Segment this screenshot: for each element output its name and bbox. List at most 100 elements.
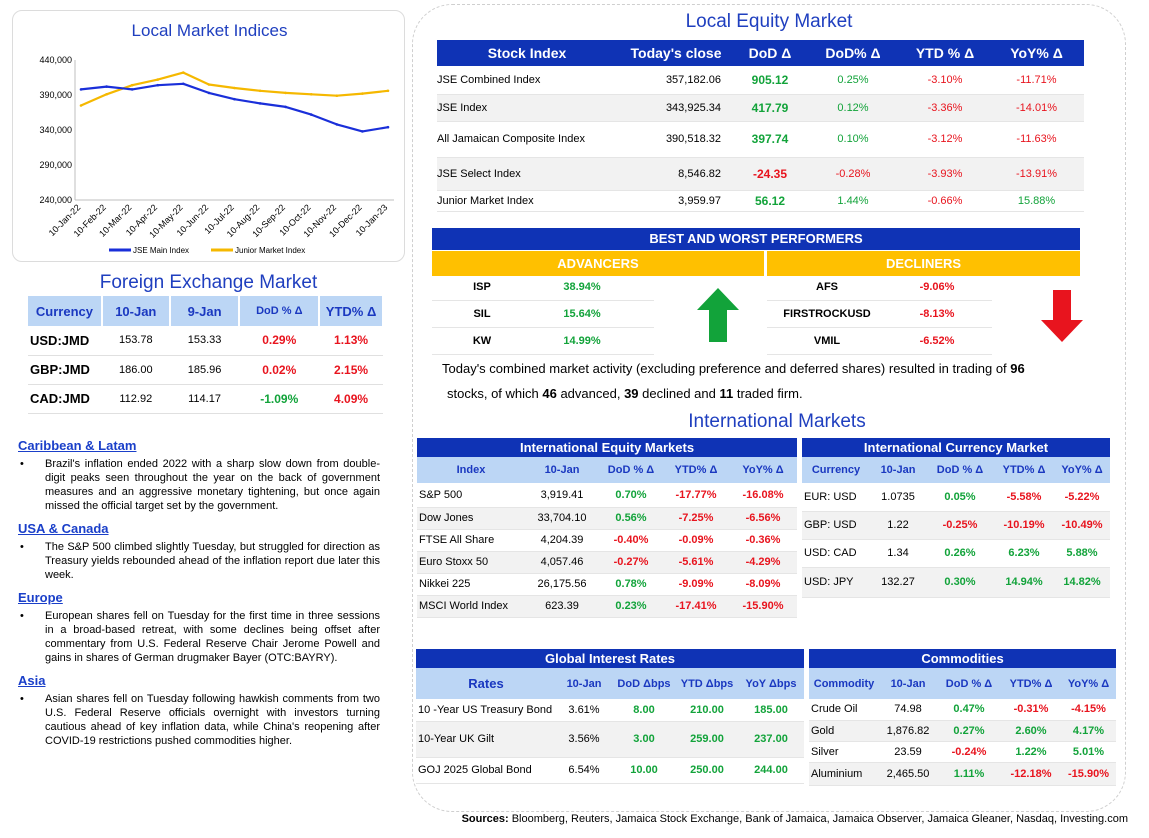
- chart-y-tick-label: 240,000: [39, 195, 72, 205]
- commodities-table: Commodities Commodity 10-Jan DoD % Δ YTD…: [809, 649, 1116, 786]
- summary-advanced-count: 46: [542, 386, 557, 401]
- equity-dod: 905.12: [735, 66, 805, 95]
- news-bullet: • Brazil's inflation ended 2022 with a sh…: [18, 457, 380, 513]
- advancer-row: SIL 15.64%: [432, 301, 654, 328]
- jse-main-point: [105, 85, 108, 88]
- legend-junior-label: Junior Market Index: [235, 246, 305, 255]
- equity-ytd: -3.12%: [901, 121, 989, 158]
- intl-equity-header: YoY% Δ: [742, 464, 784, 476]
- equity-row: Junior Market Index 3,959.97 56.12 1.44% -0.…: [437, 190, 1084, 212]
- commodities-dod: 0.27%: [953, 724, 985, 737]
- equity-row: Euro Stoxx 50 4,057.46 -0.27% -5.61% -4.29%: [417, 551, 797, 573]
- jse-main-index-line: [80, 82, 389, 133]
- advancers-header: ADVANCERS: [432, 251, 764, 276]
- up-arrow-icon: [697, 288, 739, 342]
- currency-value: 1.0735: [881, 490, 915, 503]
- commodities-header: 10-Jan: [890, 677, 926, 690]
- intl-equity-header: 10-Jan: [544, 464, 580, 476]
- intl-equity-header: YTD% Δ: [674, 464, 718, 476]
- chart-y-tick-label: 390,000: [39, 90, 72, 100]
- currency-value: 1.22: [887, 519, 909, 531]
- intl-currency-header: 10-Jan: [880, 464, 916, 476]
- currency-value: 132.27: [881, 576, 915, 588]
- junior-point: [130, 83, 134, 87]
- equity-value: 33,704.10: [537, 512, 587, 524]
- equity-ytd: -7.25%: [678, 512, 714, 524]
- jse-main-point: [284, 105, 287, 109]
- fx-title: Foreign Exchange Market: [99, 272, 318, 293]
- equity-yoy: -4.29%: [745, 556, 781, 568]
- commodities-ytd: -12.18%: [1010, 767, 1052, 780]
- equity-dod-pct: -0.28%: [805, 157, 901, 191]
- fx-header: 10-Jan: [101, 296, 171, 326]
- currency-ytd: -10.19%: [1003, 519, 1045, 531]
- fx-ytd: 4.09%: [319, 384, 383, 414]
- currency-name: EUR: USD: [804, 490, 857, 503]
- market-indices-chart-panel: Local Market Indices 440,000 390,000 340,0…: [12, 10, 405, 262]
- rates-dod: 8.00: [633, 703, 655, 716]
- rates-value: 3.56%: [568, 733, 600, 745]
- commodities-name: Silver: [811, 745, 839, 758]
- fx-header: YTD% Δ: [319, 296, 384, 326]
- commodities-yoy: -15.90%: [1068, 767, 1109, 780]
- jse-main-point: [335, 123, 339, 126]
- equity-dod: 56.12: [735, 190, 805, 212]
- intl-title: International Markets: [688, 411, 866, 432]
- currency-ytd: 14.94%: [1005, 576, 1043, 588]
- news-item: Asia • Asian shares fell on Tuesday follow…: [18, 673, 380, 748]
- equity-yoy: -6.56%: [745, 512, 781, 524]
- decliner-symbol: FIRSTROCKUSD: [783, 308, 871, 320]
- currency-yoy: -10.49%: [1061, 519, 1103, 531]
- equity-row: JSE Combined Index 357,182.06 905.12 0.25% -…: [437, 66, 1084, 95]
- equity-row: Dow Jones 33,704.10 0.56% -7.25% -6.56%: [417, 507, 797, 529]
- fx-header: Currency: [28, 296, 103, 326]
- equity-name: Euro Stoxx 50: [419, 556, 489, 568]
- jse-main-point: [130, 88, 134, 91]
- rates-header: DoD Δbps: [617, 677, 671, 690]
- commodities-header: YTD% Δ: [1009, 677, 1053, 690]
- market-summary: Today's combined market activity (exclud…: [442, 356, 1082, 406]
- equity-name: FTSE All Share: [419, 534, 495, 546]
- advancer-symbol: KW: [472, 335, 492, 347]
- news-heading: Europe: [18, 590, 63, 605]
- equity-index-name: JSE Index: [437, 94, 617, 122]
- currency-value: 1.34: [887, 547, 909, 559]
- equity-yoy: -0.36%: [745, 534, 781, 546]
- equity-ytd: -3.10%: [901, 66, 989, 95]
- rates-table: Global Interest Rates Rates 10-Jan DoD Δ…: [416, 649, 804, 784]
- equity-row: MSCI World Index 623.39 0.23% -17.41% -15.90…: [417, 595, 797, 617]
- equity-index-name: Junior Market Index: [437, 190, 617, 212]
- rates-name: 10 -Year US Treasury Bond: [418, 703, 553, 716]
- jse-main-point: [182, 82, 185, 86]
- news-bullet: • The S&P 500 climbed slightly Tuesday, b…: [18, 540, 380, 582]
- rates-yoy: 237.00: [754, 733, 788, 745]
- jse-main-point: [361, 130, 364, 133]
- currency-name: GBP: USD: [804, 519, 857, 531]
- currency-dod: 0.05%: [944, 490, 976, 503]
- commodities-title: Commodities: [921, 651, 1004, 666]
- equity-yoy: -15.90%: [742, 600, 784, 612]
- summary-text: declined and: [638, 386, 720, 401]
- junior-point: [309, 93, 313, 96]
- bullet-icon: •: [20, 693, 24, 705]
- news-item: Europe • European shares fell on Tuesday f…: [18, 590, 380, 665]
- decliner-row: FIRSTROCKUSD -8.13%: [767, 301, 992, 328]
- currency-ytd: 6.23%: [1008, 547, 1040, 559]
- equity-row: FTSE All Share 4,204.39 -0.40% -0.09% -0.36%: [417, 529, 797, 551]
- decliner-row: AFS -9.06%: [767, 274, 992, 301]
- equity-yoy: 15.88%: [989, 190, 1084, 212]
- bullet-icon: •: [20, 458, 24, 470]
- news-bullet: • European shares fell on Tuesday for the…: [18, 609, 380, 665]
- advancer-pct: 14.99%: [563, 335, 601, 347]
- commodities-value: 23.59: [894, 745, 922, 758]
- equity-yoy: -14.01%: [989, 94, 1084, 122]
- news-heading: USA & Canada: [18, 521, 109, 536]
- commodities-header: Commodity: [813, 677, 875, 690]
- legend-main-label: JSE Main Index: [133, 246, 189, 255]
- intl-equity-table: International Equity Markets Index 10-Ja…: [417, 438, 797, 618]
- news-text: Brazil's inflation ended 2022 with a sha…: [45, 458, 380, 512]
- equity-ytd: -17.77%: [675, 488, 717, 501]
- rates-dod: 3.00: [633, 733, 655, 745]
- fx-value-10jan: 153.78: [101, 326, 170, 356]
- equity-header: YoY% Δ: [1010, 45, 1063, 61]
